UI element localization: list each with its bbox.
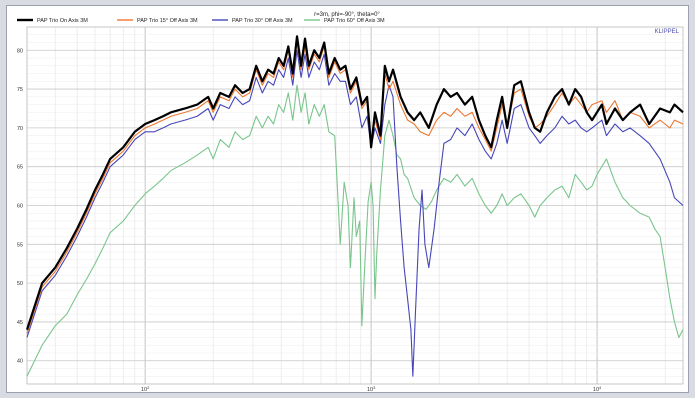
watermark-label: KLIPPEL	[655, 29, 680, 35]
y-tick-labels: 40 45 50 55 60 65 70 75 80	[17, 48, 23, 364]
legend-label: PAP Trio 15° Off Axis 3M	[137, 18, 198, 24]
grid-lines	[26, 26, 683, 385]
x-tick-label: 103	[367, 385, 376, 392]
y-tick-label: 60	[17, 204, 23, 210]
y-tick-label: 40	[17, 359, 23, 365]
legend-label: PAP Trio 60° Off Axis 3M	[324, 18, 385, 24]
series-line-3	[26, 84, 684, 377]
x-tick-label: 104	[593, 385, 602, 392]
series-lines	[25, 35, 684, 377]
legend-label: PAP Trio 30° Off Axis 3M	[232, 18, 293, 24]
chart-title: r=3m, phi=-90°, theta=0°	[314, 12, 380, 18]
legend-label: PAP Trio On Axis 3M	[37, 18, 88, 24]
chart-panel: r=3m, phi=-90°, theta=0° KLIPPEL 40 45 50 5…	[6, 5, 689, 393]
frequency-response-chart: r=3m, phi=-90°, theta=0° KLIPPEL 40 45 50 5…	[7, 6, 688, 393]
y-tick-label: 80	[17, 48, 23, 54]
y-tick-label: 75	[17, 87, 23, 93]
x-tick-labels: 102 103 104	[141, 385, 602, 393]
y-tick-label: 70	[17, 126, 23, 132]
y-tick-label: 65	[17, 165, 23, 171]
legend: PAP Trio On Axis 3M PAP Trio 15° Off Axis…	[17, 18, 385, 24]
series-line-2	[26, 49, 684, 377]
y-tick-label: 55	[17, 242, 23, 248]
y-tick-label: 45	[17, 320, 23, 326]
y-tick-label: 50	[17, 281, 23, 287]
series-line-0	[25, 35, 684, 331]
x-tick-label: 102	[141, 385, 150, 392]
